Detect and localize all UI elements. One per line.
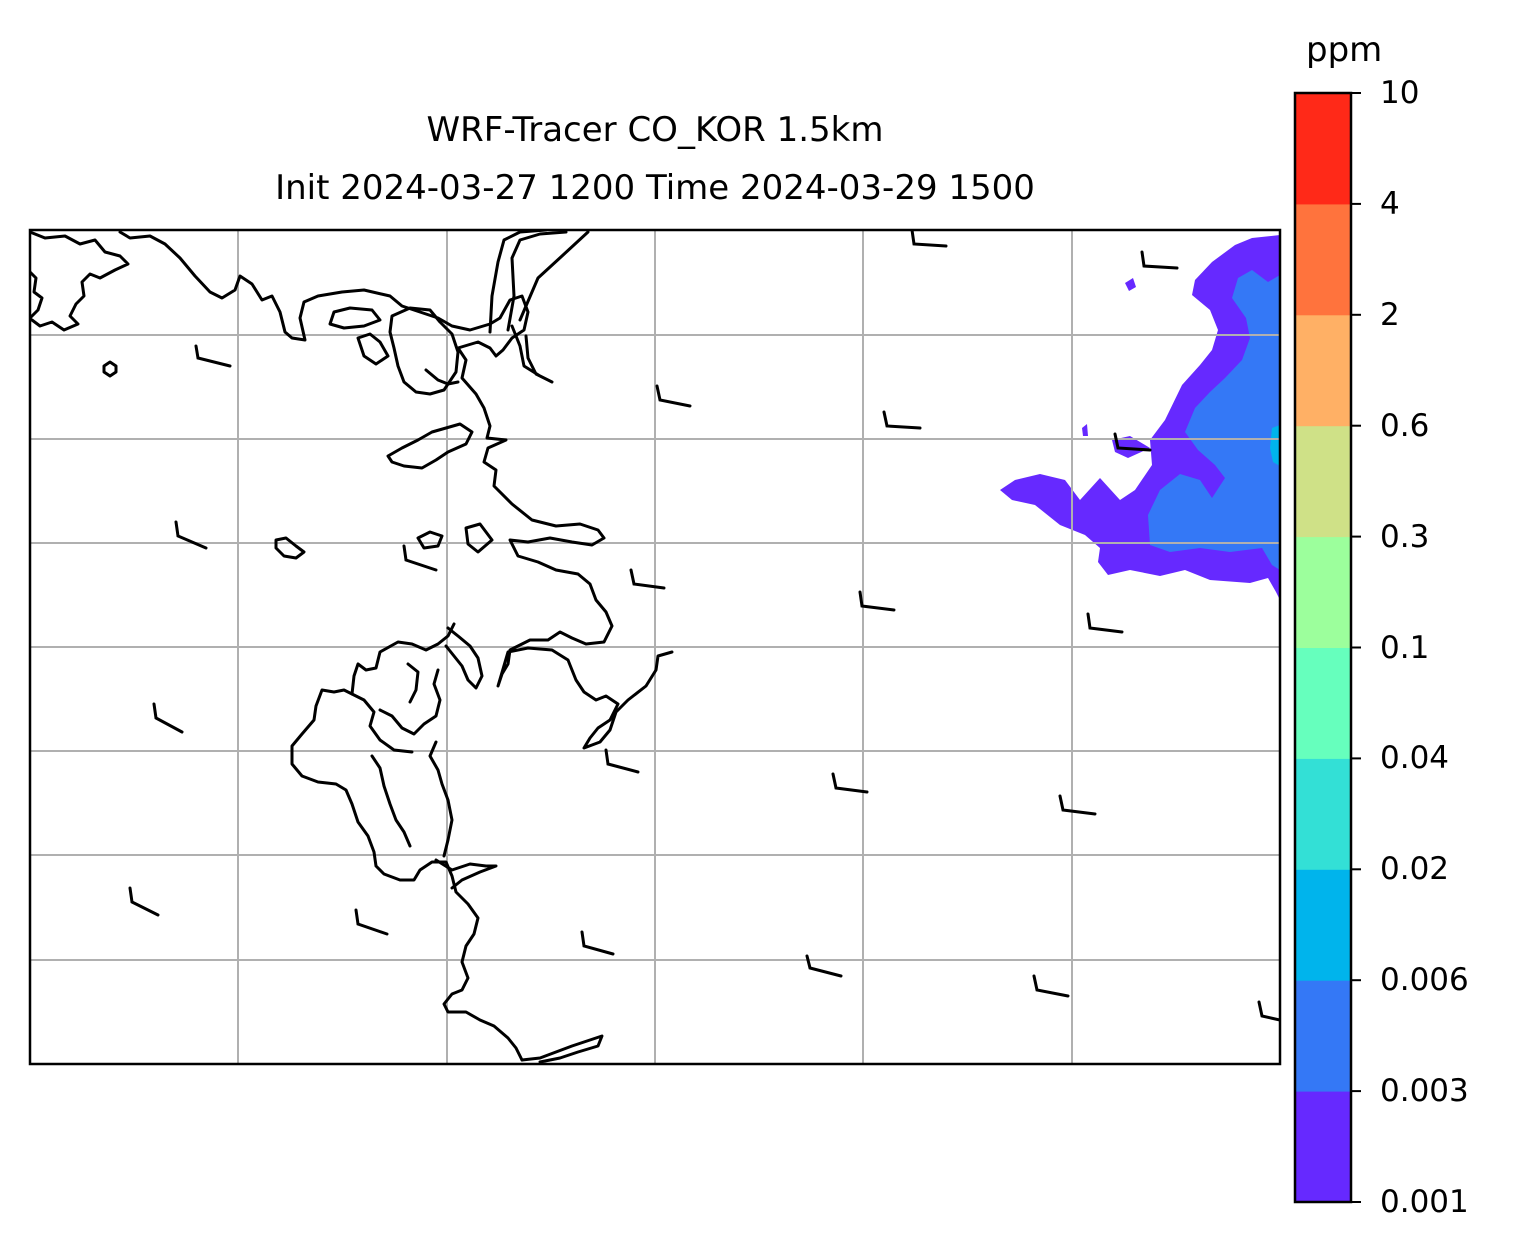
colorbar-tick-label: 0.02: [1380, 851, 1450, 888]
colorbar-band: [1295, 203, 1351, 316]
colorbar-band: [1295, 758, 1351, 870]
colorbar-tick-label: 2: [1380, 296, 1400, 333]
island-mid-2: [416, 530, 444, 550]
colorbar-band: [1295, 647, 1351, 759]
colorbar-tick-label: 4: [1380, 185, 1400, 222]
wind-barb: [882, 410, 922, 430]
wind-barb: [831, 772, 869, 794]
colorbar-band: [1295, 536, 1351, 648]
island-mid-1: [274, 536, 306, 560]
gridlines: [30, 230, 1280, 1064]
coastline-southern-tip: [520, 1034, 604, 1064]
island-mid-3: [464, 522, 494, 554]
colorbar-tick-label: 0.003: [1380, 1073, 1469, 1110]
wind-barb: [152, 702, 184, 734]
wind-barb: [128, 886, 160, 917]
colorbar-band: [1295, 869, 1351, 981]
coastline-northern-mainland: [30, 230, 674, 750]
island-inlet-1: [328, 306, 382, 330]
wind-barb: [629, 568, 666, 590]
coastlines: [30, 230, 674, 1064]
colorbar-units: ppm: [1306, 30, 1383, 70]
coastline-south-bays: [350, 662, 454, 858]
colorbar: [1295, 93, 1351, 1203]
coastline-southern: [290, 622, 524, 1062]
wind-barb: [1140, 250, 1179, 270]
colorbar-tick-label: 0.006: [1380, 962, 1469, 999]
wind-barb: [858, 590, 896, 612]
coastline-east-spit: [434, 858, 498, 890]
wind-barbs: [128, 230, 1280, 1022]
wind-barb: [194, 344, 232, 368]
wind-barb: [1086, 612, 1124, 634]
wind-barb: [580, 930, 615, 956]
wind-barb: [402, 544, 438, 572]
wind-barb: [805, 954, 843, 978]
wind-barb: [1058, 794, 1097, 816]
colorbar-tick-label: 0.3: [1380, 518, 1430, 555]
wind-barb: [655, 384, 692, 408]
peninsula-central: [388, 306, 460, 396]
colorbar-tick-label: 10: [1380, 75, 1420, 111]
island-bay-1: [386, 422, 474, 470]
plume-level-0-003: [1148, 270, 1280, 570]
coastline-strait: [488, 230, 590, 384]
colorbar-ticks: [1351, 92, 1361, 1203]
map-subtitle: Init 2024-03-27 1200 Time 2024-03-29 150…: [275, 168, 1035, 208]
colorbar-band: [1295, 425, 1351, 538]
tracer-plume: [1000, 235, 1280, 600]
wind-barb: [354, 908, 389, 936]
plume-level-0-001-fleck-3: [1112, 436, 1150, 458]
map-title: WRF-Tracer CO_KOR 1.5km: [426, 110, 884, 150]
colorbar-band: [1295, 1091, 1351, 1203]
colorbar-tick-label: 0.04: [1380, 740, 1450, 777]
wind-barb: [910, 230, 948, 248]
plume-level-0-001-fleck-2: [1082, 424, 1088, 436]
plume-level-0-006: [1270, 425, 1280, 466]
colorbar-band: [1295, 93, 1351, 205]
plume-level-0-001-fleck-1: [1125, 278, 1136, 291]
wind-barb: [174, 520, 208, 550]
map-frame: [28, 228, 1282, 1066]
colorbar-band: [1295, 980, 1351, 1092]
colorbar-tick-label: 0.001: [1380, 1184, 1469, 1220]
coastline-river-mouth: [444, 626, 484, 690]
colorbar-tick-label: 0.6: [1380, 407, 1430, 444]
island-inlet-2: [356, 332, 390, 366]
wind-barb: [1257, 1000, 1280, 1022]
coast-inner-bay: [424, 368, 460, 386]
colorbar-band: [1295, 314, 1351, 427]
island-northwest: [102, 360, 118, 378]
wind-barb: [1113, 432, 1152, 452]
wind-barb: [604, 748, 640, 774]
wind-barb: [1032, 974, 1070, 998]
colorbar-tick-label: 0.1: [1380, 629, 1430, 666]
